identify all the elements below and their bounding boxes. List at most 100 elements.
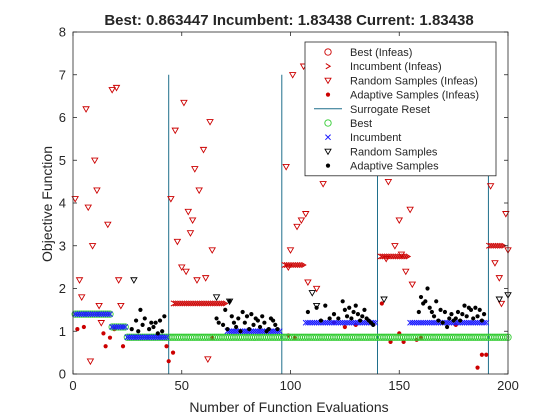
data-point <box>206 119 214 126</box>
data-point <box>385 253 392 260</box>
data-point <box>194 300 201 307</box>
legend-marker <box>325 134 331 141</box>
legend-label: Best <box>350 118 372 130</box>
data-point <box>183 300 190 307</box>
data-point <box>188 217 197 225</box>
data-point <box>218 300 225 307</box>
data-point <box>296 261 303 269</box>
data-point <box>455 309 461 315</box>
data-point <box>112 84 121 92</box>
legend-label: Adaptive Samples (Infeas) <box>350 90 479 102</box>
data-point <box>309 319 316 326</box>
data-point <box>222 300 229 307</box>
data-point <box>149 320 154 325</box>
data-point <box>254 328 261 335</box>
data-point <box>344 314 350 319</box>
data-point <box>384 178 393 186</box>
data-point <box>257 328 264 335</box>
data-point <box>401 268 410 276</box>
data-point <box>180 99 188 107</box>
data-point <box>358 318 363 323</box>
series-random-samples <box>130 277 512 310</box>
data-point <box>212 294 221 301</box>
data-point <box>426 319 433 326</box>
data-point <box>89 311 96 318</box>
data-point <box>499 242 505 249</box>
data-point <box>78 311 85 318</box>
data-point <box>95 302 103 310</box>
data-point <box>304 279 312 286</box>
data-point <box>240 309 245 315</box>
series-incumbent-infeas <box>170 242 507 307</box>
data-point <box>453 316 458 321</box>
data-point <box>100 311 107 318</box>
legend-marker <box>324 77 332 85</box>
data-point <box>126 334 133 341</box>
data-point <box>142 316 147 321</box>
data-point <box>323 303 328 308</box>
data-point <box>351 309 356 315</box>
data-point <box>163 334 170 341</box>
data-point <box>344 319 351 326</box>
data-point <box>391 243 399 250</box>
data-point <box>294 261 301 269</box>
data-point <box>198 300 205 307</box>
data-point <box>152 334 159 341</box>
data-point <box>431 314 437 319</box>
x-tick-label: 200 <box>497 378 519 393</box>
data-point <box>475 314 480 319</box>
data-point <box>211 300 218 307</box>
y-tick-label: 8 <box>59 25 66 40</box>
data-point <box>225 298 234 306</box>
data-point <box>468 307 474 312</box>
data-point <box>191 166 199 173</box>
data-point <box>76 311 83 318</box>
data-point <box>307 319 314 326</box>
data-point <box>162 314 167 319</box>
data-point <box>285 261 292 269</box>
data-point <box>130 277 138 284</box>
data-point <box>355 312 361 317</box>
data-point <box>434 299 439 304</box>
data-point <box>231 320 237 325</box>
data-point <box>71 196 79 203</box>
data-point <box>331 312 337 317</box>
data-point <box>418 294 424 300</box>
data-point <box>388 253 394 260</box>
data-point <box>428 319 435 326</box>
data-point <box>214 300 220 307</box>
data-point <box>128 334 135 341</box>
data-point <box>352 319 359 326</box>
data-point <box>401 339 406 345</box>
data-point <box>488 242 494 249</box>
legend-marker <box>325 63 332 70</box>
y-tick-label: 1 <box>59 324 66 339</box>
data-point <box>342 307 347 312</box>
data-point <box>327 316 332 321</box>
data-point <box>326 319 333 326</box>
data-point <box>157 334 163 341</box>
data-point <box>360 314 365 319</box>
data-point <box>288 261 294 269</box>
data-point <box>477 307 482 312</box>
data-point <box>148 334 155 341</box>
x-tick-label: 0 <box>69 378 76 393</box>
data-point <box>201 275 210 282</box>
data-point <box>411 319 418 326</box>
data-point <box>124 334 131 341</box>
data-point <box>216 300 222 307</box>
x-tick-label: 50 <box>175 378 189 393</box>
series-best <box>71 310 512 341</box>
legend-label: Best (Infeas) <box>350 47 412 59</box>
data-point <box>205 300 212 307</box>
data-point <box>209 300 216 307</box>
data-point <box>244 314 250 319</box>
data-point <box>133 318 139 323</box>
data-point <box>117 323 125 331</box>
data-point <box>136 329 141 334</box>
y-tick-label: 3 <box>59 238 66 253</box>
data-point <box>252 328 259 335</box>
data-point <box>313 319 320 326</box>
data-point <box>170 300 177 307</box>
